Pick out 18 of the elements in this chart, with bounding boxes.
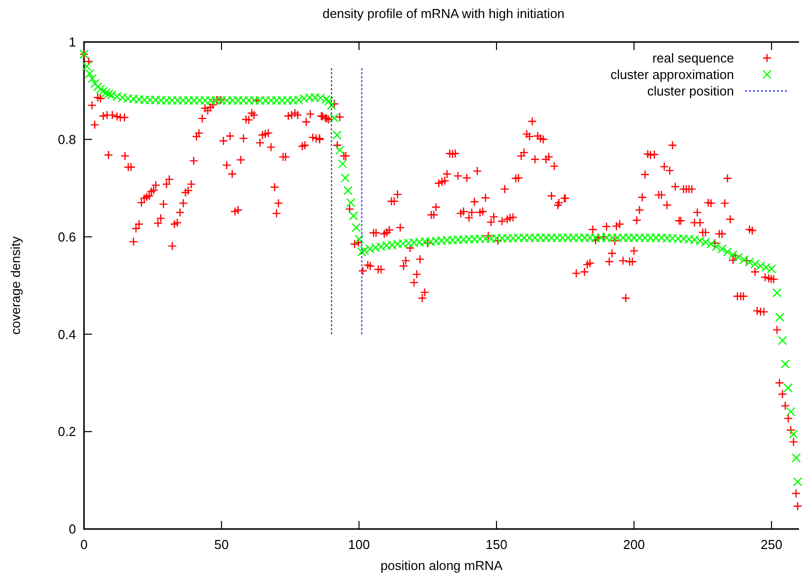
legend-label: real sequence xyxy=(652,50,734,66)
legend-label: cluster position xyxy=(647,84,734,99)
y-tick-label: 0.6 xyxy=(58,229,76,244)
y-tick-label: 0.4 xyxy=(58,326,76,342)
y-tick-label: 0.8 xyxy=(58,132,76,147)
y-tick-label: 1 xyxy=(68,34,76,50)
y-axis-title: coverage density xyxy=(8,236,23,335)
chart-title: density profile of mRNA with high initiation xyxy=(322,6,565,21)
x-tick-label: 250 xyxy=(760,537,782,552)
x-tick-label: 200 xyxy=(623,537,645,552)
x-tick-label: 100 xyxy=(348,537,370,552)
x-tick-label: 150 xyxy=(486,537,508,552)
y-tick-label: 0.2 xyxy=(58,424,76,440)
x-axis-title: position along mRNA xyxy=(380,558,503,573)
x-tick-label: 0 xyxy=(80,537,88,552)
legend-label: cluster approximation xyxy=(610,67,734,82)
y-tick-label: 0 xyxy=(68,522,76,537)
x-tick-label: 50 xyxy=(214,537,229,552)
